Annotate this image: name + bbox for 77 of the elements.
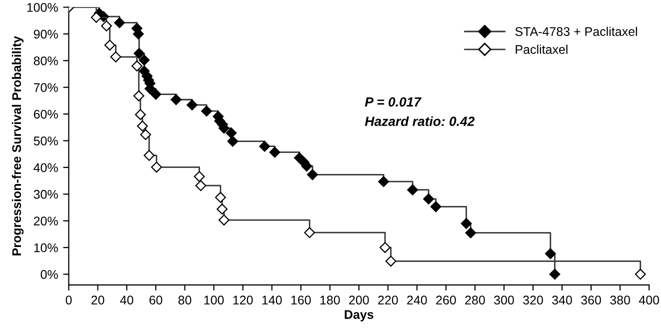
annotation: Hazard ratio: 0.42: [364, 116, 475, 126]
legend-label: Paclitaxel: [516, 44, 568, 54]
y-tick-label: 70%: [34, 83, 58, 92]
point: [269, 146, 280, 158]
y-tick-label: 20%: [34, 216, 58, 226]
point: [460, 218, 472, 229]
point: [151, 162, 162, 173]
point: [549, 268, 560, 280]
point: [131, 60, 142, 72]
x-tick-label: 80: [178, 296, 192, 305]
x-tick-label: 200: [349, 296, 369, 305]
point: [90, 12, 102, 23]
y-axis-title: Progression-free Survival Probability: [12, 36, 24, 256]
x-tick-label: 140: [262, 296, 282, 305]
point: [144, 150, 155, 161]
point: [544, 248, 556, 260]
point: [216, 204, 228, 215]
point: [186, 99, 198, 110]
point: [195, 180, 206, 192]
point: [407, 184, 418, 196]
point: [194, 171, 205, 182]
x-tick-label: 20: [91, 296, 104, 305]
point: [150, 88, 162, 100]
point: [134, 109, 146, 120]
point: [430, 201, 442, 212]
x-tick-label: 320: [523, 296, 543, 305]
point: [259, 140, 270, 152]
point: [138, 54, 150, 66]
point: [136, 120, 148, 132]
x-tick-label: 100: [204, 296, 224, 305]
point: [133, 90, 144, 102]
point: [110, 51, 122, 62]
point: [170, 94, 182, 106]
y-tick-label: 50%: [34, 136, 58, 146]
y-tick-label: 80%: [34, 56, 58, 66]
point: [114, 17, 125, 28]
point: [465, 227, 476, 238]
x-tick-label: 240: [407, 296, 427, 305]
y-tick-label: 40%: [34, 163, 58, 172]
annotation: P = 0.017: [364, 97, 422, 107]
point: [215, 192, 226, 203]
point: [218, 214, 230, 226]
legend-label: STA-4783 + Paclitaxel: [515, 26, 638, 36]
point: [307, 169, 318, 180]
point: [304, 227, 316, 238]
x-tick-label: 360: [581, 296, 602, 305]
point: [227, 136, 238, 147]
x-tick-label: 300: [494, 296, 514, 305]
y-tick-label: 100%: [27, 3, 58, 12]
point: [101, 20, 112, 32]
point: [423, 193, 434, 204]
point: [201, 106, 212, 117]
point: [104, 40, 116, 51]
x-tick-label: 380: [610, 296, 630, 305]
point: [378, 176, 390, 188]
y-tick-label: 90%: [34, 30, 58, 39]
x-tick-label: 40: [120, 296, 134, 305]
x-axis-title: Days: [344, 310, 374, 322]
y-tick-label: 30%: [34, 190, 58, 199]
x-tick-label: 220: [378, 296, 398, 305]
x-tick-label: 160: [291, 296, 311, 305]
x-tick-label: 60: [149, 296, 162, 305]
x-tick-label: 260: [436, 296, 456, 305]
point: [134, 48, 145, 59]
point: [634, 268, 646, 280]
x-tick-label: 340: [552, 296, 572, 305]
y-tick-label: 0%: [40, 270, 58, 279]
x-tick-label: 180: [320, 296, 340, 305]
y-tick-label: 10%: [34, 243, 58, 252]
x-tick-label: 0: [66, 296, 72, 305]
y-tick-label: 60%: [34, 110, 58, 119]
x-tick-label: 400: [638, 296, 660, 305]
point: [140, 129, 152, 140]
x-tick-label: 280: [465, 296, 485, 305]
point: [385, 256, 396, 267]
point: [380, 242, 391, 253]
x-tick-label: 120: [233, 296, 253, 305]
